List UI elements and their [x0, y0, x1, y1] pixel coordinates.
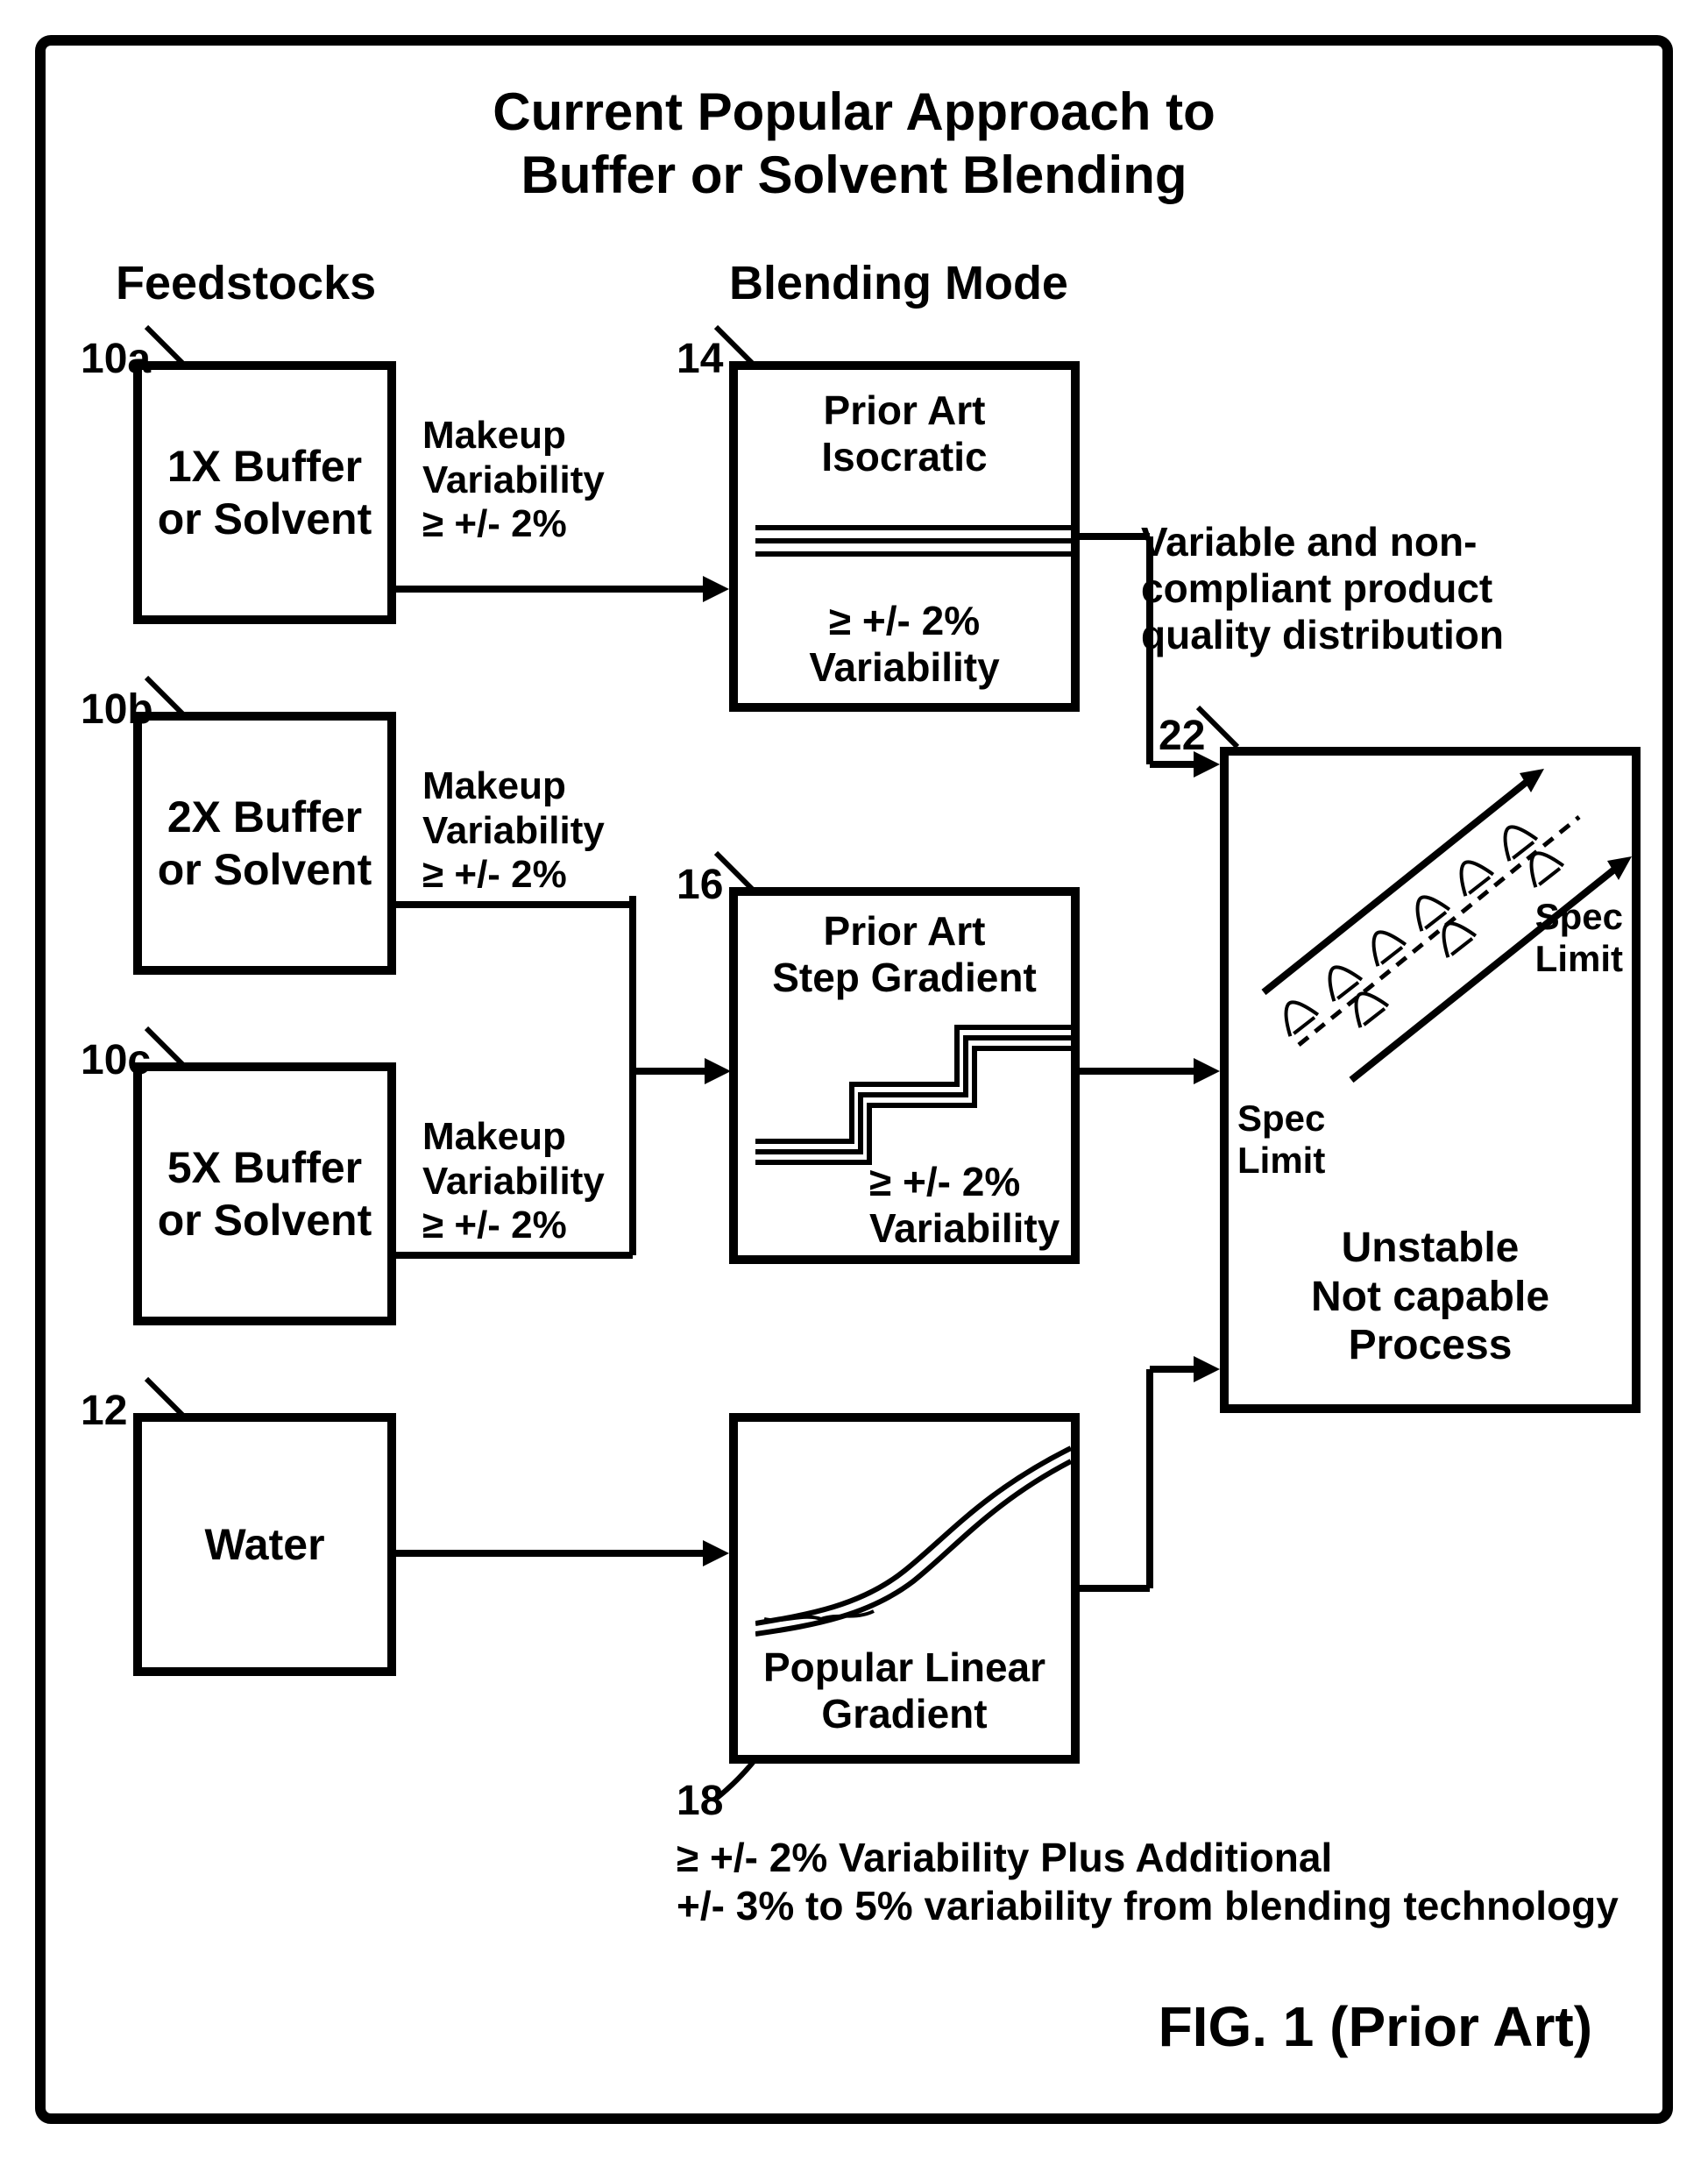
feedstock-5x-label: 5X Buffer or Solvent — [158, 1141, 372, 1246]
linear-curves-icon — [755, 1439, 1071, 1641]
blend-linear-box: Popular Linear Gradient — [729, 1413, 1080, 1764]
step-lines-icon — [755, 1019, 1071, 1168]
spec-limit-left: Spec Limit — [1237, 1097, 1325, 1182]
blend-iso-var: ≥ +/- 2% Variability — [738, 598, 1071, 691]
ref-tick-10c — [142, 1024, 195, 1076]
blend-iso-title: Prior Art Isocratic — [738, 387, 1071, 480]
makeup-var-a: Makeup Variability ≥ +/- 2% — [422, 414, 605, 547]
blend-isocratic-box: Prior Art Isocratic ≥ +/- 2% Variability — [729, 361, 1080, 712]
ref-10c: 10c — [81, 1036, 151, 1084]
spec-limit-right: Spec Limit — [1535, 896, 1623, 981]
feedstock-1x-box: 1X Buffer or Solvent — [133, 361, 396, 624]
arrow-lin-to-res — [1080, 1352, 1220, 1606]
iso-lines-icon — [755, 519, 1071, 572]
ref-tick-10b — [142, 673, 195, 726]
makeup-var-b: Makeup Variability ≥ +/- 2% — [422, 764, 605, 898]
feedstock-water-label: Water — [204, 1518, 324, 1571]
feedstock-1x-label: 1X Buffer or Solvent — [158, 440, 372, 545]
arrow-water-to-lin — [396, 1536, 729, 1571]
ref-tick-12 — [142, 1374, 195, 1427]
column-header-blending: Blending Mode — [729, 256, 1068, 310]
ref-10a: 10a — [81, 335, 151, 383]
result-box: Spec Limit Spec Limit Unstable Not capab… — [1220, 747, 1641, 1413]
page-title: Current Popular Approach to Buffer or So… — [450, 81, 1258, 207]
blend-lin-title: Popular Linear Gradient — [738, 1644, 1071, 1737]
arrow-merge-vertical — [626, 896, 731, 1264]
ref-tick-14 — [712, 323, 764, 375]
blend-step-title: Prior Art Step Gradient — [738, 908, 1071, 1001]
ref-tick-18 — [712, 1755, 764, 1807]
blend-step-var: ≥ +/- 2% Variability — [869, 1159, 1062, 1252]
feedstock-2x-box: 2X Buffer or Solvent — [133, 712, 396, 975]
footnote: ≥ +/- 2% Variability Plus Additional +/-… — [677, 1834, 1619, 1930]
figure-label: FIG. 1 (Prior Art) — [1159, 1993, 1592, 2061]
result-unstable: Unstable Not capable Process — [1229, 1224, 1632, 1369]
feedstock-2x-label: 2X Buffer or Solvent — [158, 791, 372, 896]
result-caption: Variable and non- compliant product qual… — [1141, 519, 1504, 658]
column-header-feedstocks: Feedstocks — [116, 256, 376, 310]
feedstock-water-box: Water — [133, 1413, 396, 1676]
ref-tick-16 — [712, 849, 764, 901]
ref-tick-10a — [142, 323, 195, 375]
blend-step-box: Prior Art Step Gradient ≥ +/- 2% Variabi… — [729, 887, 1080, 1264]
feedstock-5x-box: 5X Buffer or Solvent — [133, 1062, 396, 1325]
arrow-1x-to-iso — [396, 572, 729, 607]
arrow-step-to-res — [1080, 1054, 1220, 1089]
diagram-page: Current Popular Approach to Buffer or So… — [35, 35, 1673, 2124]
ref-12: 12 — [81, 1387, 127, 1435]
makeup-var-c: Makeup Variability ≥ +/- 2% — [422, 1115, 605, 1248]
